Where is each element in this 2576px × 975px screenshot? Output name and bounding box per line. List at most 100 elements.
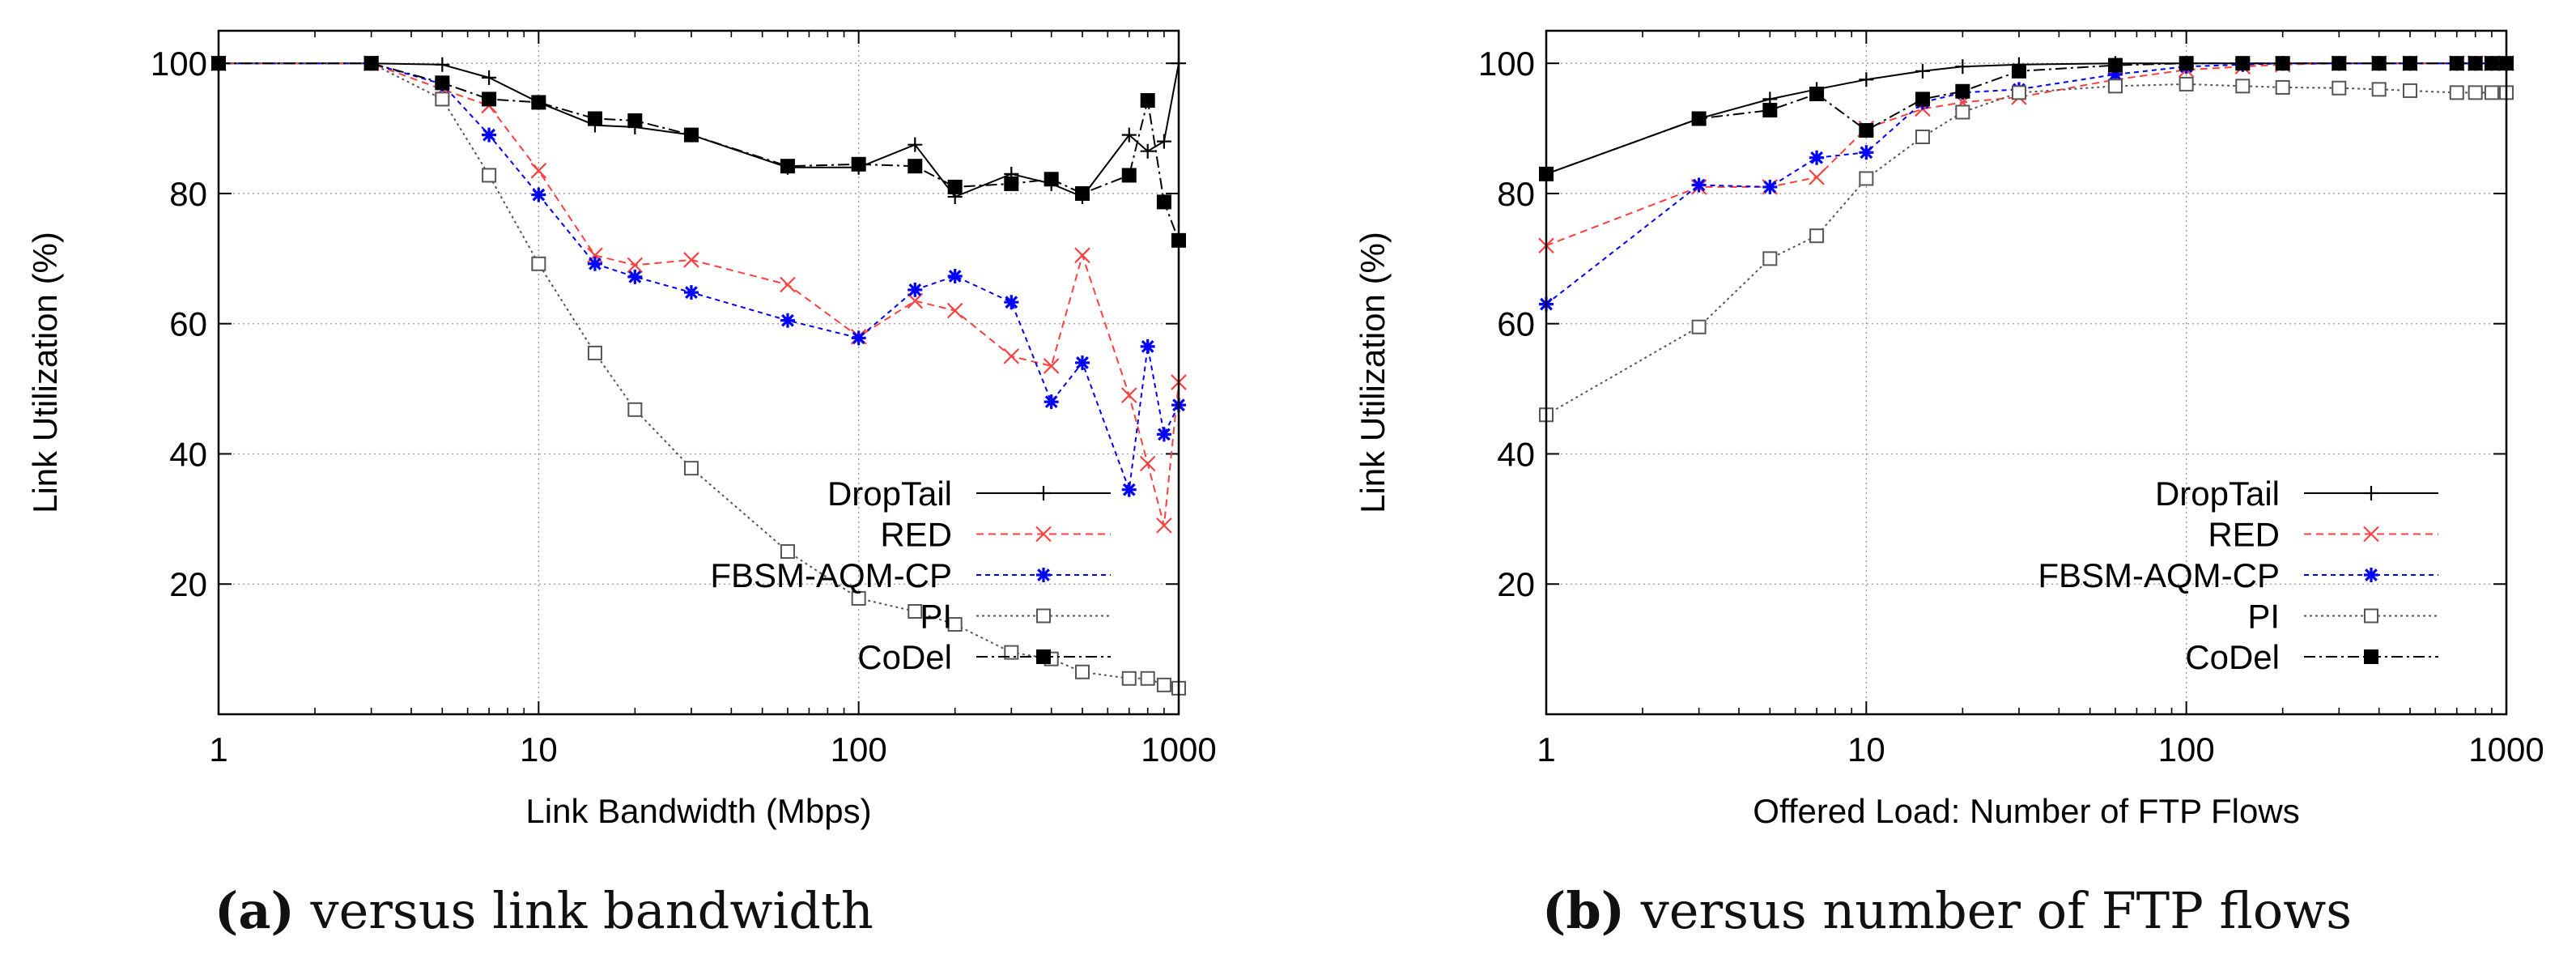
data-point: [1156, 194, 1171, 210]
data-point: [1043, 358, 1060, 374]
y-tick-label: 20: [169, 565, 207, 603]
grid: [1546, 31, 2506, 714]
caption-a: (a) versus link bandwidth: [215, 881, 874, 940]
legend-label: FBSM-AQM-CP: [2038, 556, 2280, 594]
x-tick-label: 1000: [1141, 730, 1216, 769]
data-point: [908, 282, 923, 297]
series-pi: [211, 56, 1186, 696]
series-fbsm-aqm-cp: [1539, 56, 2514, 312]
ticks: [1545, 31, 2507, 714]
data-point: [1121, 482, 1137, 497]
data-point: [1074, 247, 1090, 264]
plot-frame: [1545, 29, 2508, 716]
legend-label: CoDel: [2185, 638, 2280, 676]
data-point: [1809, 86, 1825, 101]
legend-marker: [1035, 526, 1052, 543]
data-point: [908, 603, 923, 619]
series-droptail: [1539, 56, 2514, 181]
legend-marker: [2364, 608, 2378, 624]
data-point: [2107, 66, 2123, 82]
data-point: [1955, 59, 1970, 75]
series-line: [219, 62, 1180, 198]
caption-a-letter: (a): [215, 881, 295, 940]
legend-item: RED: [880, 516, 1111, 554]
data-point: [908, 137, 923, 152]
caption-b-text: versus number of FTP flows: [1625, 881, 2353, 940]
data-point: [2468, 56, 2483, 71]
legend-item: FBSM-AQM-CP: [2038, 556, 2438, 594]
data-point: [482, 70, 497, 85]
legend-label: RED: [2208, 516, 2280, 554]
legend-item: DropTail: [827, 475, 1111, 513]
x-tick-label: 10: [520, 730, 558, 769]
data-point: [1955, 104, 1970, 120]
legend-label: CoDel: [857, 638, 952, 676]
data-point: [1121, 127, 1137, 143]
data-point: [1859, 122, 1874, 138]
data-point: [780, 544, 795, 560]
data-point: [1915, 92, 1930, 107]
legend-marker: [2364, 649, 2378, 664]
legend-item: PI: [2247, 598, 2438, 636]
legend-item: DropTail: [2155, 475, 2438, 513]
data-point: [683, 127, 699, 143]
data-point: [1691, 111, 1707, 126]
legend-marker: [2364, 568, 2378, 582]
legend-label: FBSM-AQM-CP: [710, 556, 952, 594]
chart-panel-a: 1 10 100 1000 20 40 60 80 100 Link Bandwidth (Mbp…: [26, 29, 1217, 830]
legend-label: PI: [920, 598, 952, 636]
data-point: [2402, 83, 2417, 98]
data-point: [1762, 179, 1778, 194]
data-point: [1004, 176, 1019, 191]
data-point: [2107, 79, 2123, 94]
legend-marker: [1036, 486, 1051, 500]
series-line: [1545, 62, 2506, 175]
data-point: [947, 269, 963, 284]
x-tick-label: 10: [1847, 730, 1885, 769]
data-point: [2484, 85, 2499, 100]
legend-item: CoDel: [2185, 638, 2438, 676]
data-point: [2449, 56, 2464, 71]
x-tick-label: 1: [209, 730, 227, 769]
data-point: [946, 302, 963, 319]
data-point: [1915, 63, 1930, 79]
data-point: [1120, 387, 1137, 403]
data-point: [2371, 56, 2387, 71]
data-point: [1074, 355, 1090, 370]
data-point: [435, 75, 450, 91]
series-pi: [1539, 76, 2514, 423]
data-point: [587, 345, 602, 360]
y-tick-label: 100: [1478, 45, 1535, 83]
data-point: [2179, 76, 2194, 92]
y-tick-label: 40: [1497, 435, 1535, 473]
chart-panel-b: 1 10 100 1000 20 40 60 80 100 Offered Load: Numbe…: [1354, 29, 2544, 830]
data-point: [851, 330, 866, 346]
legend-item: CoDel: [857, 638, 1111, 676]
data-point: [1044, 172, 1059, 187]
series-droptail: [211, 56, 1186, 204]
x-tick-label: 100: [2158, 730, 2215, 769]
data-point: [907, 292, 924, 309]
data-point: [2275, 56, 2290, 71]
series-line: [219, 62, 1180, 241]
data-point: [947, 617, 963, 632]
data-point: [1156, 134, 1171, 149]
data-point: [627, 113, 643, 128]
legend-marker: [1036, 608, 1051, 624]
data-point: [530, 163, 547, 179]
data-point: [1074, 185, 1090, 201]
data-point: [1691, 177, 1707, 193]
data-point: [2235, 79, 2251, 94]
caption-b: (b) versus number of FTP flows: [1542, 881, 2352, 940]
data-point: [1139, 455, 1156, 472]
plot-frame: [217, 29, 1180, 716]
legend-marker: [1036, 649, 1051, 664]
data-point: [851, 590, 866, 606]
y-tick-label: 100: [151, 45, 207, 83]
data-point: [531, 95, 546, 110]
data-point: [1691, 319, 1707, 334]
legend-label: DropTail: [827, 475, 952, 513]
data-point: [683, 461, 699, 476]
data-point: [1809, 169, 1825, 185]
